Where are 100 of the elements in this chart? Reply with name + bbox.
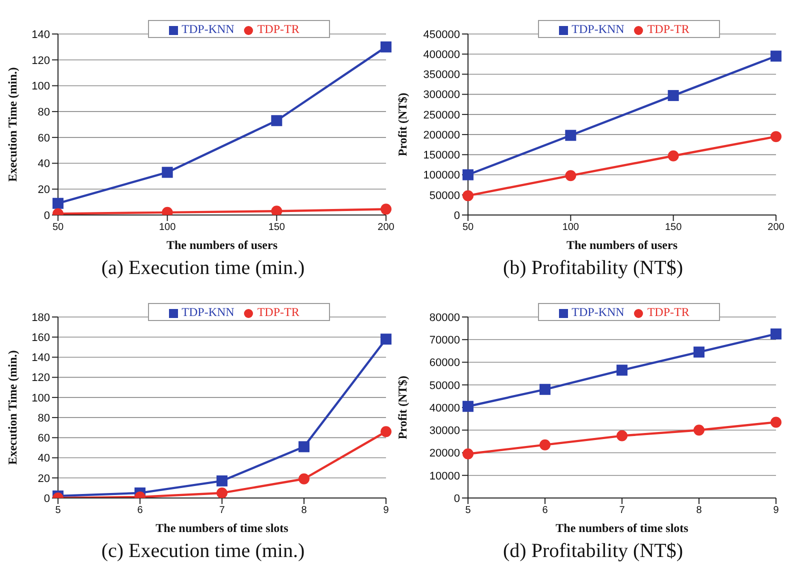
point <box>668 90 679 102</box>
x-tick-label: 8 <box>301 505 308 516</box>
point <box>770 131 782 142</box>
x-tick-label: 6 <box>137 505 144 516</box>
x-tick-label: 100 <box>158 222 176 234</box>
y-tick-label: 70000 <box>429 334 460 347</box>
point <box>694 424 704 436</box>
legend-label: TDP-KNN <box>182 22 234 36</box>
y-axis-title: Profit (NT$) <box>395 92 410 156</box>
y-tick-label: 350000 <box>423 69 460 82</box>
y-tick-label: 0 <box>44 492 50 505</box>
point <box>770 416 782 428</box>
x-tick-label: 9 <box>383 505 390 516</box>
y-tick-label: 250000 <box>423 109 460 122</box>
x-axis-title: The numbers of time slots <box>556 521 689 535</box>
y-tick-label: 140 <box>32 352 50 364</box>
x-tick-label: 5 <box>465 505 472 516</box>
point <box>271 115 282 126</box>
point <box>380 426 392 438</box>
y-tick-label: 30000 <box>429 425 460 438</box>
x-tick-label: 100 <box>562 222 580 234</box>
point <box>52 198 64 209</box>
point <box>616 364 628 376</box>
point <box>462 190 474 202</box>
x-tick-label: 150 <box>664 222 682 234</box>
y-tick-label: 450000 <box>423 28 460 41</box>
y-tick-label: 10000 <box>429 470 460 482</box>
y-tick-label: 60000 <box>429 357 460 370</box>
point <box>565 170 576 182</box>
point <box>298 441 310 452</box>
y-tick-label: 40 <box>38 158 50 170</box>
y-tick-label: 140 <box>32 28 50 41</box>
x-tick-label: 200 <box>768 222 785 234</box>
y-tick-label: 60 <box>38 432 50 445</box>
x-axis-title: The numbers of users <box>166 238 278 252</box>
text: (c) Execution time (min.) <box>101 540 305 563</box>
y-tick-label: 160 <box>32 332 50 344</box>
y-tick-label: 50000 <box>429 380 460 392</box>
y-tick-label: 20 <box>38 472 50 485</box>
y-tick-label: 180 <box>32 312 50 324</box>
point <box>565 130 576 141</box>
y-tick-label: 20 <box>38 184 50 196</box>
x-tick-label: 8 <box>696 505 702 516</box>
y-tick-label: 80 <box>38 412 50 424</box>
y-tick-label: 0 <box>454 492 460 505</box>
x-axis-title: The numbers of time slots <box>156 521 289 535</box>
y-tick-label: 100 <box>32 80 50 93</box>
x-tick-label: 150 <box>268 222 286 234</box>
x-tick-label: 50 <box>52 222 64 234</box>
legend-label: TDP-KNN <box>182 305 234 319</box>
point <box>162 166 173 178</box>
x-tick-label: 6 <box>542 505 548 516</box>
y-tick-label: 120 <box>32 372 50 384</box>
y-tick-label: 50000 <box>429 190 460 202</box>
y-tick-label: 60 <box>38 132 50 144</box>
text: (b) Profitability (NT$) <box>503 257 683 280</box>
point <box>380 41 392 52</box>
y-axis-title: Execution Time (min.) <box>5 350 20 465</box>
text: (d) Profitability (NT$) <box>503 540 683 563</box>
x-tick-label: 7 <box>619 505 626 516</box>
y-tick-label: 100 <box>32 392 50 404</box>
x-tick-label: 50 <box>462 222 474 234</box>
y-tick-label: 120 <box>32 54 50 67</box>
point <box>462 400 474 412</box>
x-axis-title: The numbers of users <box>566 238 678 252</box>
point <box>462 169 474 180</box>
point <box>216 475 228 486</box>
y-tick-label: 80000 <box>429 312 460 324</box>
x-tick-label: 5 <box>55 505 62 516</box>
legend-label: TDP-TR <box>647 22 690 36</box>
y-axis-title: Profit (NT$) <box>395 376 410 440</box>
y-tick-label: 0 <box>454 210 460 222</box>
point <box>271 206 282 215</box>
point <box>770 50 782 62</box>
point <box>668 150 679 162</box>
legend-label: TDP-TR <box>257 305 300 319</box>
point <box>298 473 310 484</box>
point <box>462 448 474 460</box>
y-tick-label: 150000 <box>423 150 460 162</box>
x-tick-label: 200 <box>378 222 395 234</box>
point <box>540 384 550 395</box>
x-tick-label: 9 <box>773 505 780 516</box>
y-tick-label: 40 <box>38 452 50 465</box>
point <box>694 346 704 358</box>
y-tick-label: 100000 <box>423 170 460 182</box>
point <box>770 328 782 340</box>
text: (a) Execution time (min.) <box>101 257 305 280</box>
legend-label: TDP-KNN <box>572 22 624 36</box>
y-tick-label: 80 <box>38 106 50 118</box>
point <box>540 439 550 450</box>
y-tick-label: 20000 <box>429 448 460 460</box>
point <box>216 487 228 498</box>
y-tick-label: 200000 <box>423 129 460 142</box>
legend-label: TDP-KNN <box>572 305 624 319</box>
point <box>380 204 392 215</box>
point <box>380 334 392 345</box>
y-axis-title: Execution Time (min.) <box>5 67 20 182</box>
legend-label: TDP-TR <box>647 305 690 319</box>
legend-label: TDP-TR <box>257 22 300 36</box>
point <box>616 430 628 442</box>
